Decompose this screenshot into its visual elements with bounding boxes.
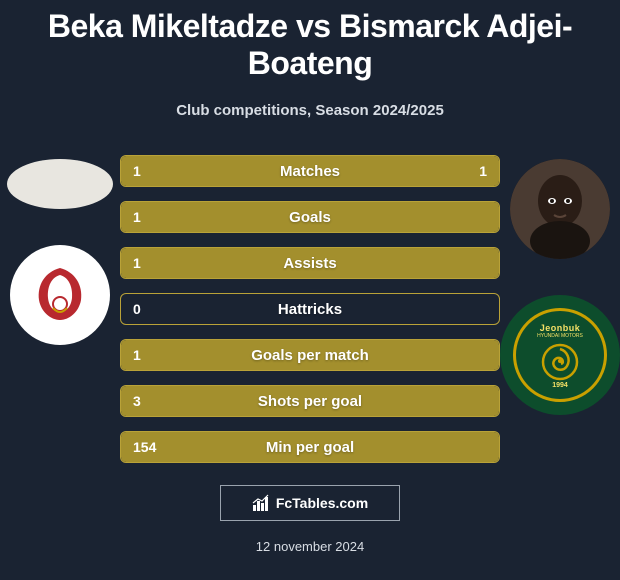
stat-label: Hattricks (278, 301, 342, 318)
stat-bar: 154 Min per goal (120, 431, 500, 463)
brand-box[interactable]: FcTables.com (220, 485, 400, 521)
comparison-row: 1 Matches 1 1 Goals 1 Assists 0 Hattricks 1 Goals … (0, 147, 620, 463)
stat-bar: 1 Matches 1 (120, 155, 500, 187)
club-right-badge: Jeonbuk HYUNDAI MOTORS 1994 (500, 295, 620, 415)
stat-bar: 1 Goals per match (120, 339, 500, 371)
stat-label: Goals (289, 209, 331, 226)
stats-bars: 1 Matches 1 1 Goals 1 Assists 0 Hattricks 1 Goals … (120, 147, 500, 463)
player-left-avatar (7, 159, 113, 209)
stat-value-left: 1 (133, 163, 141, 179)
right-column: Jeonbuk HYUNDAI MOTORS 1994 (500, 147, 620, 463)
stat-bar: 1 Assists (120, 247, 500, 279)
stat-bar: 3 Shots per goal (120, 385, 500, 417)
left-column (0, 147, 120, 463)
stat-bar: 0 Hattricks (120, 293, 500, 325)
footer-date: 12 november 2024 (0, 539, 620, 554)
stat-label: Min per goal (266, 439, 354, 456)
stat-value-left: 1 (133, 255, 141, 271)
player-right-avatar (510, 159, 610, 259)
chart-icon (252, 494, 270, 512)
stat-label: Assists (283, 255, 336, 272)
stat-value-left: 0 (133, 301, 141, 317)
stat-label: Matches (280, 163, 340, 180)
page-title: Beka Mikeltadze vs Bismarck Adjei-Boaten… (0, 0, 620, 82)
stat-value-left: 1 (133, 347, 141, 363)
club-right-sub: HYUNDAI MOTORS (537, 333, 583, 339)
stat-value-right: 1 (479, 163, 487, 179)
subtitle: Club competitions, Season 2024/2025 (0, 102, 620, 119)
club-right-year: 1994 (552, 382, 568, 389)
brand-label: FcTables.com (276, 495, 368, 511)
stat-value-left: 1 (133, 209, 141, 225)
stat-value-left: 154 (133, 439, 156, 455)
stat-bar: 1 Goals (120, 201, 500, 233)
swirl-icon (539, 341, 581, 383)
stat-label: Shots per goal (258, 393, 362, 410)
club-left-badge (10, 245, 110, 345)
stat-value-left: 3 (133, 393, 141, 409)
club-right-name: Jeonbuk (540, 323, 581, 333)
stat-label: Goals per match (251, 347, 369, 364)
phoenix-icon (25, 260, 95, 330)
